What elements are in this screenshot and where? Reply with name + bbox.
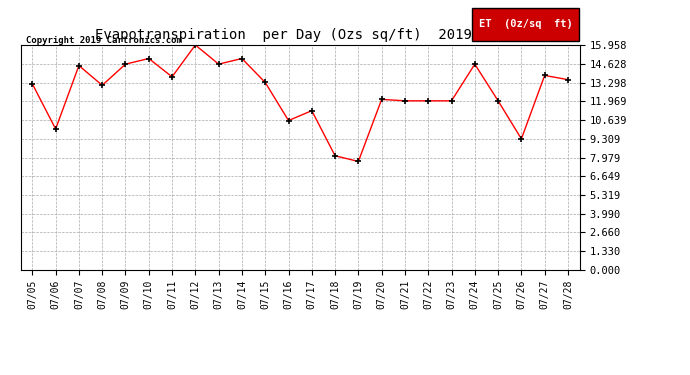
Text: ET  (0z/sq  ft): ET (0z/sq ft) — [479, 20, 572, 29]
Text: Copyright 2019 Cartronics.com: Copyright 2019 Cartronics.com — [26, 36, 182, 45]
Title: Evapotranspiration  per Day (Ozs sq/ft)  20190729: Evapotranspiration per Day (Ozs sq/ft) 2… — [95, 28, 505, 42]
